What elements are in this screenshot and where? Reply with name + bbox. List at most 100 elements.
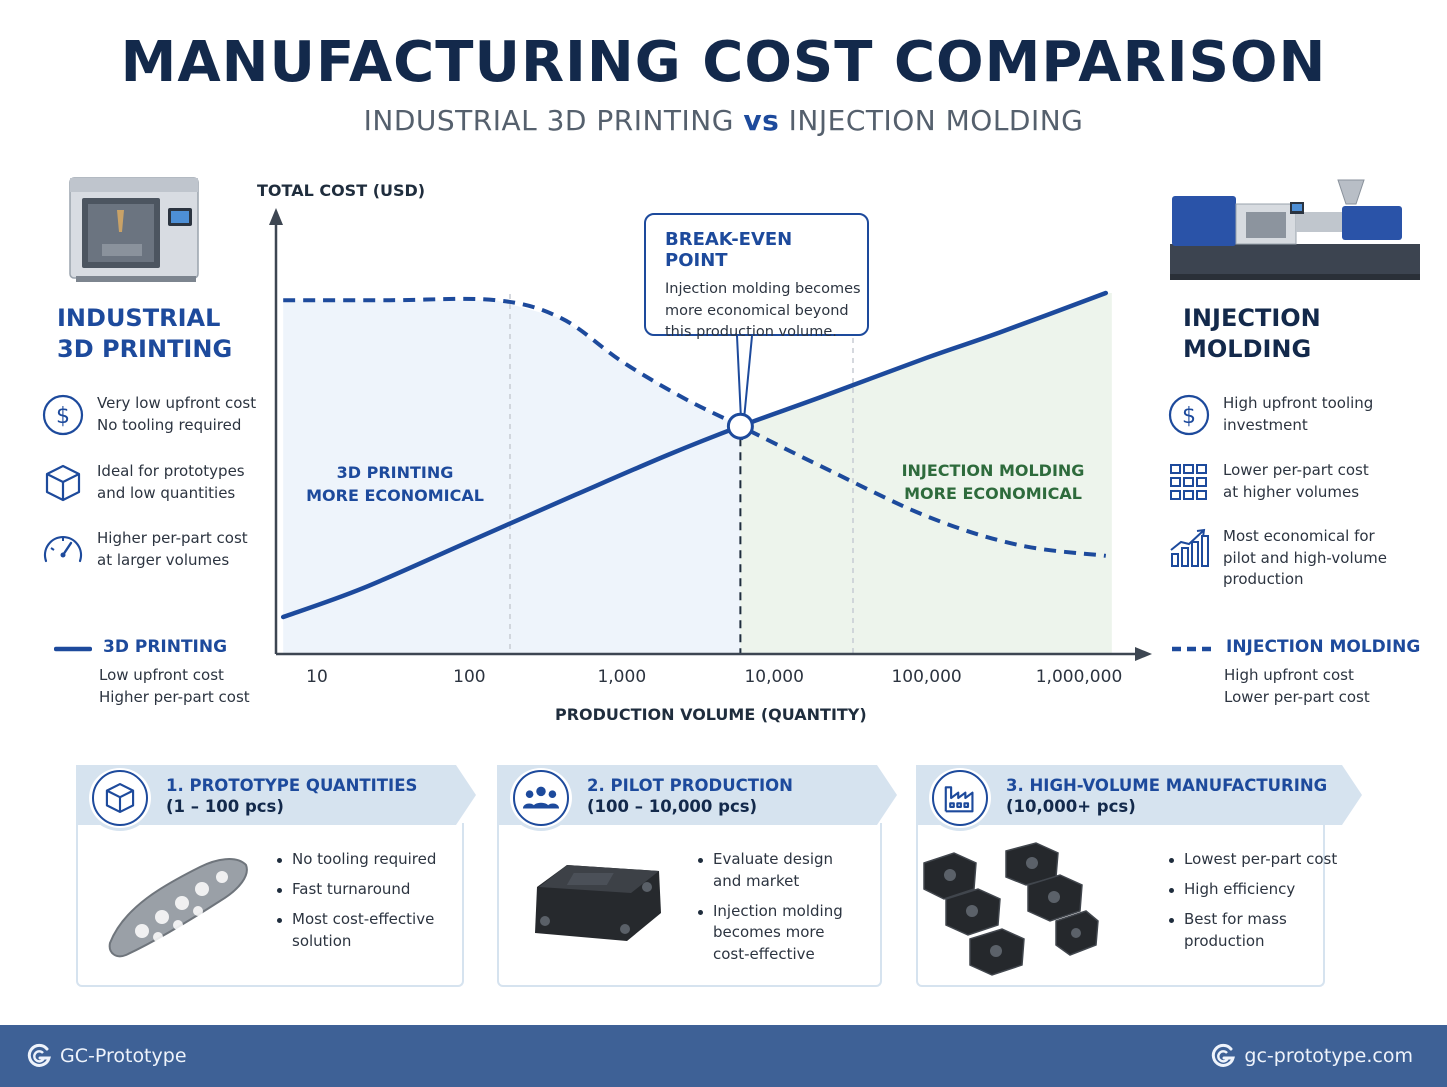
card-badge: [926, 765, 994, 831]
break-even-callout: BREAK-EVEN POINT Injection molding becom…: [644, 213, 869, 340]
mass-produced-parts-illustration: [923, 842, 1099, 976]
legend-3d-printing-line1: Low upfront cost: [99, 666, 224, 684]
x-tick-label: 100,000: [891, 667, 962, 687]
card-bullet: Injection molding becomes more cost-effect…: [697, 901, 843, 966]
card-bullet: Most cost-effective solution: [276, 909, 436, 952]
left-feature-2: Ideal for prototypes and low quantities: [41, 461, 245, 505]
subtitle-left: INDUSTRIAL 3D PRINTING: [363, 104, 734, 137]
legend-3d-printing-name: 3D PRINTING: [103, 637, 228, 657]
callout-line1: Injection molding becomes: [665, 281, 861, 297]
break-even-marker: [726, 412, 754, 440]
x-tick-label: 10,000: [744, 667, 804, 687]
x-axis-title: PRODUCTION VOLUME (QUANTITY): [555, 705, 867, 724]
card-pilot: 2. PILOT PRODUCTION (100 – 10,000 pcs) E…: [497, 765, 899, 987]
callout-line3: this production volume.: [665, 324, 837, 340]
svg-text:$: $: [1182, 404, 1196, 429]
region-label-3d-line2: MORE ECONOMICAL: [306, 486, 484, 505]
left-feature-1: $ Very low upfront cost No tooling requi…: [41, 393, 256, 437]
cube-icon: [105, 783, 135, 813]
gc-logo-icon: [27, 1043, 51, 1067]
card-title: 2. PILOT PRODUCTION: [587, 776, 793, 795]
card-bullet: No tooling required: [276, 849, 436, 871]
region-3d-printing-fill: [283, 300, 741, 654]
molded-enclosure-part-illustration: [535, 865, 661, 941]
cube-icon: [45, 464, 81, 502]
series-injection-molding-line: [283, 296, 1107, 558]
card-bullets: No tooling required Fast turnaround Most…: [276, 849, 436, 961]
y-axis-arrow: [269, 208, 283, 225]
card-subtitle: (1 – 100 pcs): [166, 797, 284, 816]
right-feature-3-line1: Most economical for: [1223, 527, 1375, 545]
card-bullet: Evaluate design and market: [697, 849, 843, 892]
x-tick-label: 10: [306, 667, 328, 687]
left-feature-2-line1: Ideal for prototypes: [97, 462, 245, 480]
region-label-im-line2: MORE ECONOMICAL: [904, 484, 1082, 503]
card-header-band: [916, 765, 1362, 825]
legend-solid-line: [54, 646, 92, 652]
dollar-circle-icon: $: [1168, 394, 1210, 436]
x-axis-arrow: [1135, 647, 1152, 661]
right-feature-3: Most economical for pilot and high-volum…: [1167, 526, 1387, 591]
right-feature-3-line2: pilot and high-volume: [1223, 548, 1387, 567]
region-label-3d-line1: 3D PRINTING: [336, 463, 454, 482]
legend-injection-molding-line1: High upfront cost: [1224, 666, 1354, 684]
footer-brand-name: GC-Prototype: [60, 1045, 187, 1067]
card-bullet: Lowest per-part cost: [1168, 849, 1337, 871]
legend-injection-molding-line2: Lower per-part cost: [1224, 687, 1370, 706]
x-tick-label: 1,000,000: [1035, 667, 1123, 687]
factory-icon: [944, 786, 974, 813]
x-tick-label: 1,000: [597, 667, 647, 687]
card-bullet: Fast turnaround: [276, 879, 436, 901]
footer: GC-Prototype gc-prototype.com: [0, 1025, 1447, 1087]
footer-brand: GC-Prototype: [26, 1043, 187, 1069]
cost-chart: [269, 208, 1152, 661]
3d-printer-illustration: [69, 177, 199, 282]
card-badge: [507, 765, 575, 831]
svg-text:$: $: [56, 404, 70, 429]
page-subtitle: INDUSTRIAL 3D PRINTING vs INJECTION MOLD…: [0, 104, 1447, 137]
left-panel-heading: INDUSTRIAL 3D PRINTING: [57, 303, 257, 365]
x-tick-label: 100: [453, 667, 486, 687]
footer-website[interactable]: gc-prototype.com: [1210, 1043, 1413, 1069]
card-high-volume: 3. HIGH-VOLUME MANUFACTURING (10,000+ pc…: [916, 765, 1364, 987]
speedometer-icon: [43, 535, 83, 563]
y-axis-title: TOTAL COST (USD): [257, 181, 426, 200]
right-panel-heading: INJECTION MOLDING: [1183, 303, 1383, 365]
right-feature-2: Lower per-part cost at higher volumes: [1167, 460, 1369, 504]
right-feature-1: $ High upfront tooling investment: [1167, 393, 1373, 437]
left-feature-3: Higher per-part cost at larger volumes: [41, 528, 248, 572]
card-header-band: [76, 765, 476, 825]
region-label-3d-printing: 3D PRINTING MORE ECONOMICAL: [290, 461, 500, 507]
lattice-bracket-part-illustration: [108, 858, 248, 958]
card-bullets: Lowest per-part cost High efficiency Bes…: [1168, 849, 1337, 961]
gc-logo-icon: [1212, 1043, 1236, 1067]
region-injection-fill: [740, 293, 1112, 654]
callout-line2: more economical beyond: [665, 302, 849, 319]
left-feature-2-line2: and low quantities: [97, 483, 236, 502]
left-feature-3-line2: at larger volumes: [97, 550, 230, 569]
card-subtitle: (10,000+ pcs): [1006, 797, 1136, 816]
injection-molding-machine-illustration: [1170, 179, 1420, 280]
footer-website-url[interactable]: gc-prototype.com: [1244, 1045, 1413, 1067]
card-title: 1. PROTOTYPE QUANTITIES: [166, 776, 418, 795]
card-subtitle: (100 – 10,000 pcs): [587, 797, 758, 816]
callout-title: BREAK-EVEN POINT: [665, 229, 793, 271]
card-badge: [86, 765, 154, 831]
right-feature-1-line2: investment: [1223, 415, 1308, 434]
people-icon: [522, 786, 560, 809]
left-heading-line1: INDUSTRIAL: [57, 304, 221, 332]
card-prototype: 1. PROTOTYPE QUANTITIES (1 – 100 pcs) No…: [76, 765, 478, 987]
card-header-band: [497, 765, 897, 825]
left-feature-3-line1: Higher per-part cost: [97, 529, 248, 547]
dollar-circle-icon: $: [42, 394, 84, 436]
right-heading-line2: MOLDING: [1183, 335, 1312, 363]
card-title: 3. HIGH-VOLUME MANUFACTURING: [1006, 776, 1328, 795]
page-title: MANUFACTURING COST COMPARISON: [120, 30, 1327, 95]
legend-3d-printing-line2: Higher per-part cost: [99, 687, 250, 706]
right-feature-2-line2: at higher volumes: [1223, 482, 1360, 501]
left-feature-1-line1: Very low upfront cost: [97, 394, 257, 412]
growth-chart-icon: [1170, 528, 1209, 567]
left-feature-1-line2: No tooling required: [97, 415, 242, 434]
left-heading-line2: 3D PRINTING: [57, 335, 233, 363]
legend-3d-printing-desc: Low upfront cost Higher per-part cost: [99, 665, 250, 708]
